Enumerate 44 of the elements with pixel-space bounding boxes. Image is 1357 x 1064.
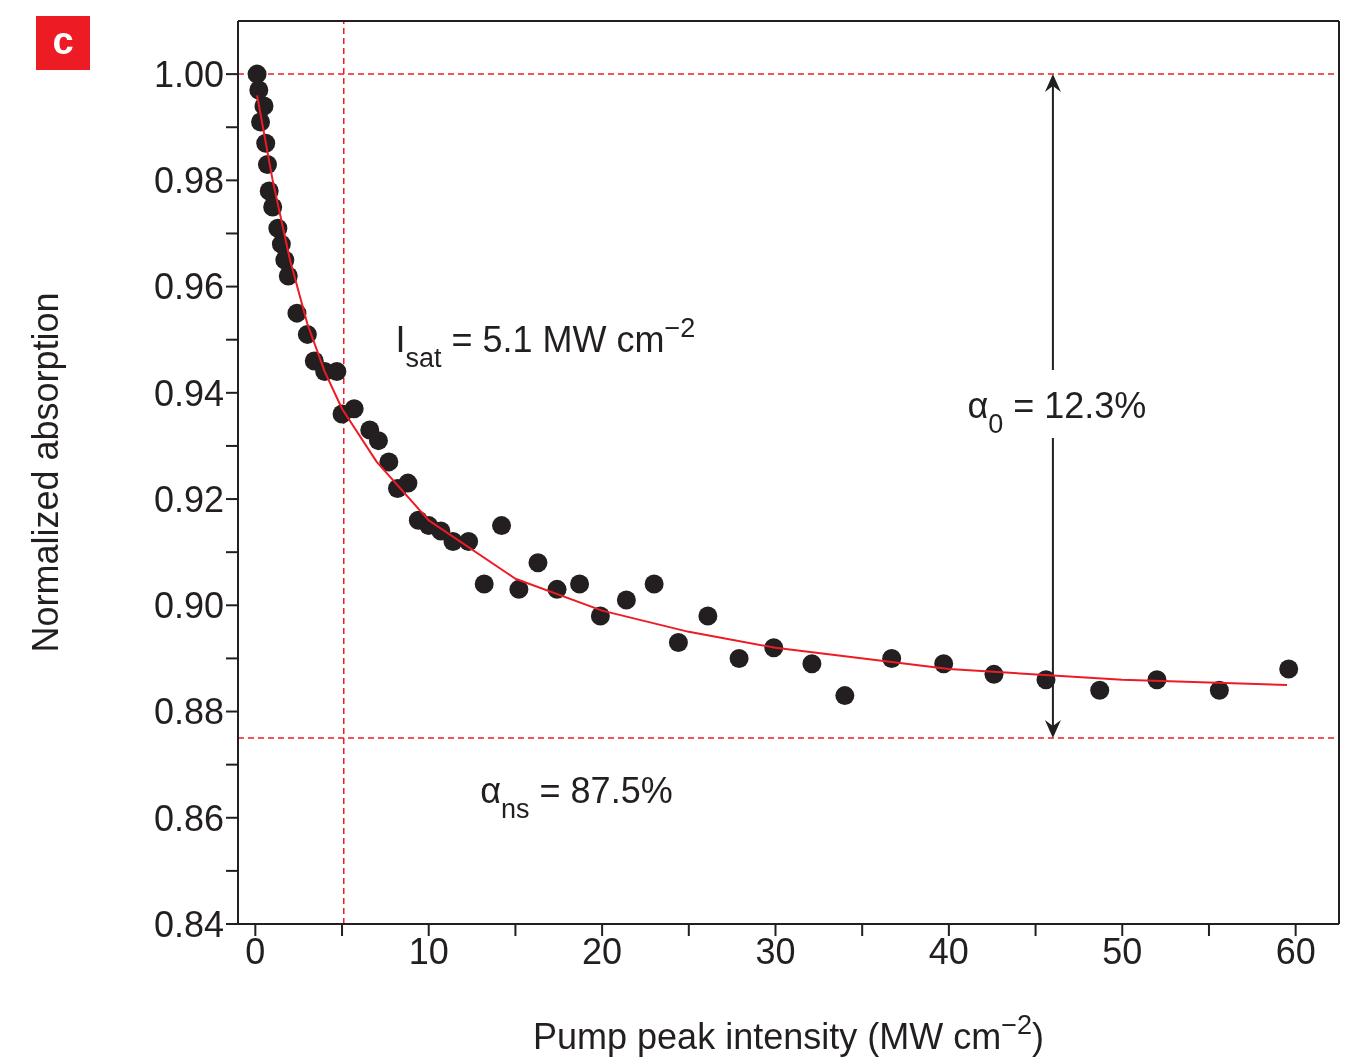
point [1279, 659, 1299, 679]
point [570, 574, 590, 594]
y-tick-label: 0.94 [153, 372, 224, 414]
point [644, 574, 664, 594]
point [616, 590, 636, 610]
point [802, 654, 822, 674]
point [247, 64, 267, 84]
point [729, 648, 749, 668]
y-tick-label: 0.88 [153, 691, 224, 733]
y-tick-label: 0.84 [153, 903, 224, 945]
x-tick-label: 60 [1275, 930, 1316, 972]
point [835, 686, 855, 706]
x-tick-label: 50 [1102, 930, 1143, 972]
x-tick-label: 0 [245, 930, 266, 972]
x-tick-label: 20 [582, 930, 623, 972]
point [344, 399, 364, 419]
x-tick-label: 30 [755, 930, 796, 972]
x-tick-label: 10 [408, 930, 449, 972]
y-tick-label: 0.90 [153, 585, 224, 627]
point [249, 80, 269, 100]
y-tick-label: 0.98 [153, 160, 224, 202]
point [379, 452, 399, 472]
point [327, 362, 347, 382]
y-tick-label: 0.96 [153, 266, 224, 308]
point [509, 579, 529, 599]
y-tick-label: 0.92 [153, 478, 224, 520]
text: c [36, 16, 90, 70]
point [668, 632, 688, 652]
point [398, 473, 418, 493]
point [492, 516, 512, 536]
point [368, 431, 388, 451]
point [1090, 680, 1110, 700]
y-tick-label: 0.86 [153, 797, 224, 839]
x-axis-title: Pump peak intensity (MW cm$^{−2}$) [533, 1010, 1044, 1057]
point [474, 574, 494, 594]
annotation: α$_{0}$ = 12.3% [967, 385, 1147, 440]
annotation: I$_{sat}$ = 5.1 MW cm$^{−2}$ [395, 312, 696, 373]
point [698, 606, 718, 626]
point [528, 553, 548, 573]
annotation: α$_{ns}$ = 87.5% [480, 770, 673, 825]
y-tick-label: 1.00 [153, 53, 224, 95]
x-tick-label: 40 [928, 930, 969, 972]
point [1209, 680, 1229, 700]
y-axis-title: Normalized absorption [25, 292, 66, 653]
